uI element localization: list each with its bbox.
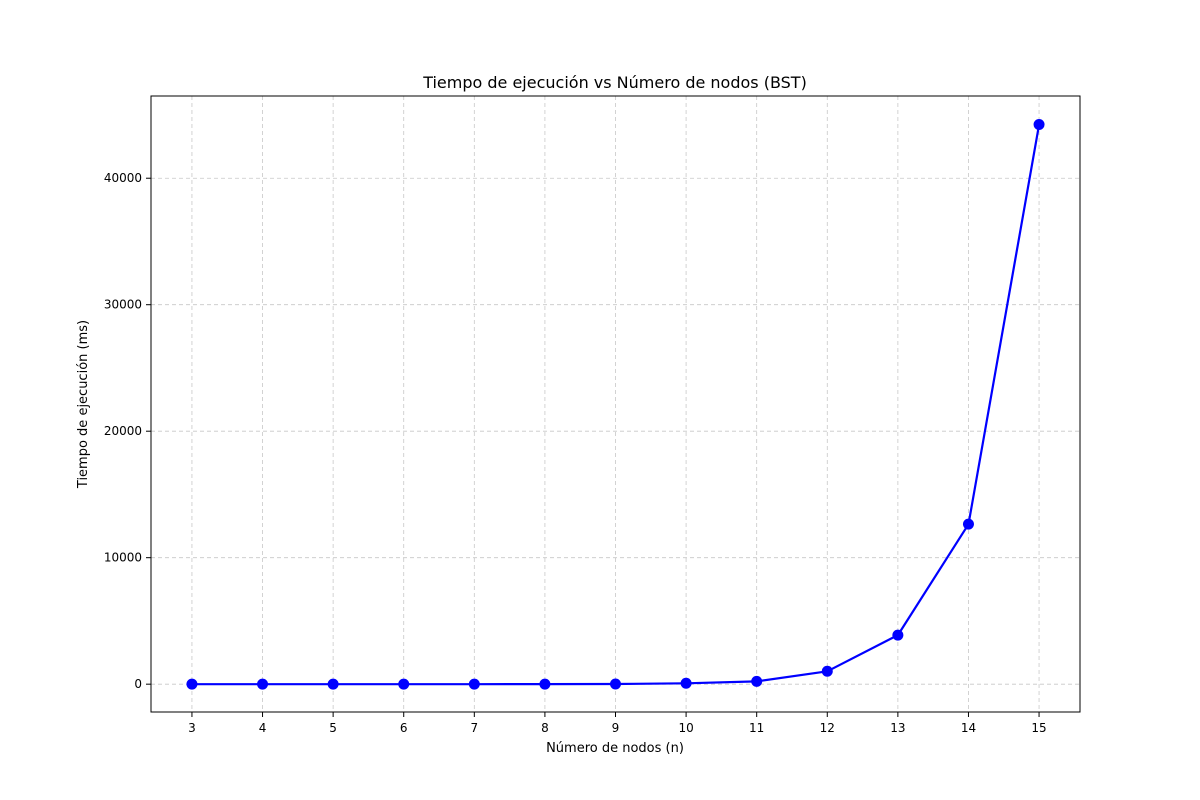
y-tick-label: 0: [134, 677, 142, 691]
data-point: [468, 678, 480, 690]
x-tick-label: 12: [820, 721, 835, 735]
data-point: [327, 678, 339, 690]
x-tick-label: 10: [678, 721, 693, 735]
y-tick-label: 10000: [104, 551, 142, 565]
x-axis-label: Número de nodos (n): [546, 741, 684, 756]
x-tick-label: 6: [400, 721, 408, 735]
chart-title: Tiempo de ejecución vs Número de nodos (…: [422, 73, 807, 92]
x-tick-label: 4: [259, 721, 267, 735]
data-point: [680, 677, 692, 689]
x-tick-label: 14: [961, 721, 976, 735]
data-point: [821, 665, 833, 677]
x-tick-label: 3: [188, 721, 196, 735]
y-tick-label: 20000: [104, 424, 142, 438]
x-tick-label: 11: [749, 721, 764, 735]
data-point: [610, 678, 621, 690]
y-tick-label: 30000: [104, 298, 142, 312]
y-axis-label: Tiempo de ejecución (ms): [76, 320, 91, 489]
y-axis-ticks: 0 10000 20000 30000 40000: [104, 171, 151, 691]
grid-lines: [151, 96, 1080, 712]
data-point: [892, 629, 904, 641]
data-point: [398, 678, 410, 690]
y-tick-label: 40000: [104, 171, 142, 185]
data-point: [186, 678, 198, 690]
x-tick-label: 7: [470, 721, 478, 735]
x-axis-ticks: 3 4 5 6 7 8 9 10 11 12 13 14 15: [188, 712, 1047, 735]
x-tick-label: 9: [612, 721, 620, 735]
x-tick-label: 8: [541, 721, 549, 735]
data-point: [257, 678, 269, 690]
x-tick-label: 13: [890, 721, 905, 735]
data-point: [962, 518, 974, 530]
data-point: [751, 675, 763, 687]
data-point: [539, 678, 551, 690]
x-tick-label: 5: [329, 721, 337, 735]
data-series: [186, 118, 1045, 690]
x-tick-label: 15: [1031, 721, 1046, 735]
data-point: [1033, 118, 1045, 130]
